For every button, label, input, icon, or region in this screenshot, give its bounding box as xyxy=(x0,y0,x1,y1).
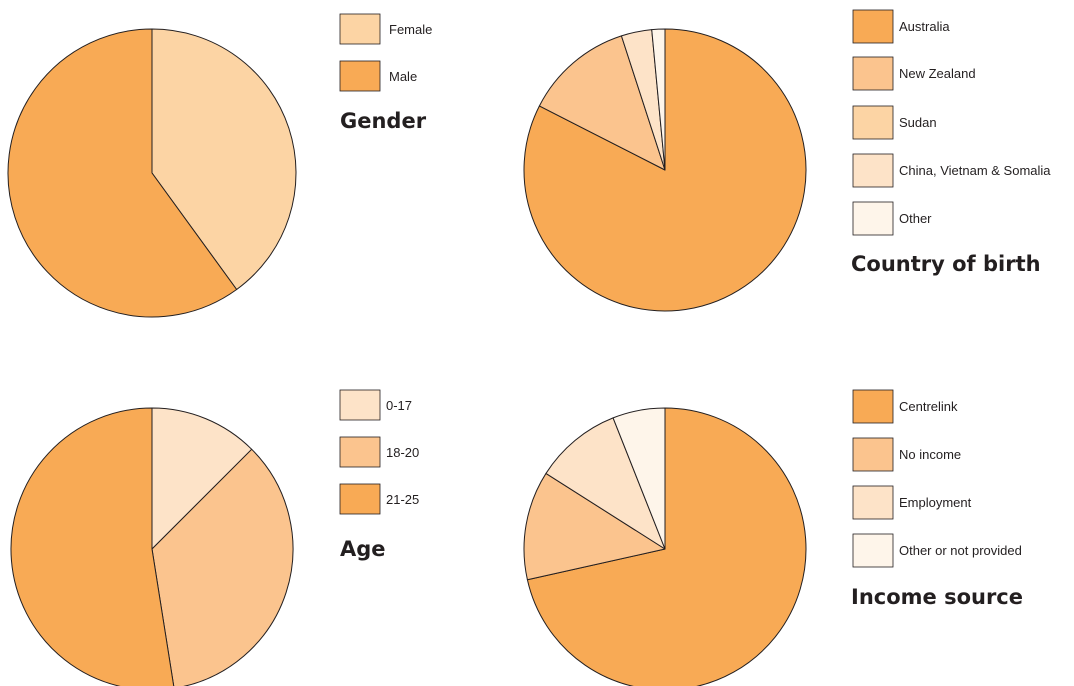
country-of-birth-title: Country of birth xyxy=(851,252,1041,276)
legend-label-china-vietnam-somalia: China, Vietnam & Somalia xyxy=(899,163,1051,178)
legend-label-male: Male xyxy=(389,69,417,84)
legend-swatch-sudan xyxy=(852,105,894,140)
pie-slice-no-income xyxy=(523,472,666,581)
pie-slice-0-17 xyxy=(151,407,253,550)
gender-legend: Female Male xyxy=(339,13,432,92)
legend-swatch-other-or-not-provided xyxy=(852,533,894,568)
age-pie xyxy=(10,407,294,686)
pie-slice-new-zealand xyxy=(538,35,666,171)
legend-swatch-centrelink xyxy=(852,389,894,424)
legend-label-21-25: 21-25 xyxy=(386,492,419,507)
income-source-pie xyxy=(523,407,807,686)
legend-swatch-china-vietnam-somalia xyxy=(852,153,894,188)
gender-title: Gender xyxy=(340,109,427,133)
legend-swatch-no-income xyxy=(852,437,894,472)
legend-label-no-income: No income xyxy=(899,447,961,462)
country-of-birth-pie xyxy=(523,28,807,312)
legend-swatch-18-20 xyxy=(339,436,381,468)
income-source-legend: Centrelink No income Employment Other or… xyxy=(852,389,1022,568)
age-chart: 0-17 18-20 21-25 Age xyxy=(10,389,419,686)
income-source-chart: Centrelink No income Employment Other or… xyxy=(523,389,1023,686)
legend-swatch-21-25 xyxy=(339,483,381,515)
legend-swatch-australia xyxy=(852,9,894,44)
legend-swatch-male xyxy=(339,60,381,92)
legend-label-centrelink: Centrelink xyxy=(899,399,958,414)
pie-slice-18-20 xyxy=(151,448,294,686)
pie-slice-employment xyxy=(545,417,666,550)
legend-swatch-other xyxy=(852,201,894,236)
legend-swatch-female xyxy=(339,13,381,45)
legend-label-new-zealand: New Zealand xyxy=(899,66,976,81)
gender-chart: Female Male Gender xyxy=(7,13,432,318)
pie-slice-centrelink xyxy=(526,407,807,686)
legend-swatch-employment xyxy=(852,485,894,520)
country-of-birth-legend: Australia New Zealand Sudan China, Vietn… xyxy=(852,9,1051,236)
legend-label-other: Other xyxy=(899,211,932,226)
legend-label-0-17: 0-17 xyxy=(386,398,412,413)
age-legend: 0-17 18-20 21-25 xyxy=(339,389,419,515)
income-source-title: Income source xyxy=(851,585,1023,609)
legend-label-sudan: Sudan xyxy=(899,115,937,130)
pie-slice-other xyxy=(651,28,666,171)
pie-slice-female xyxy=(151,28,297,290)
legend-label-other-or-not-provided: Other or not provided xyxy=(899,543,1022,558)
legend-label-australia: Australia xyxy=(899,19,950,34)
age-title: Age xyxy=(340,537,386,561)
legend-label-female: Female xyxy=(389,22,432,37)
pie-slice-male xyxy=(7,28,238,318)
pie-slice-other-or-not-provided xyxy=(612,407,666,550)
legend-swatch-0-17 xyxy=(339,389,381,421)
legend-swatch-new-zealand xyxy=(852,56,894,91)
country-of-birth-chart: Australia New Zealand Sudan China, Vietn… xyxy=(523,9,1051,312)
legend-label-employment: Employment xyxy=(899,495,972,510)
gender-pie xyxy=(7,28,297,318)
pie-slice-21-25 xyxy=(10,407,175,686)
legend-label-18-20: 18-20 xyxy=(386,445,419,460)
